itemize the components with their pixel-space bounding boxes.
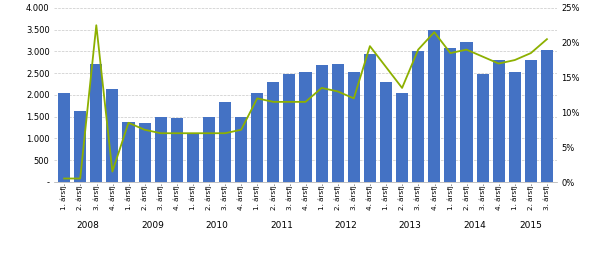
Bar <box>171 118 183 182</box>
Bar <box>106 89 119 182</box>
Bar <box>396 93 408 182</box>
Bar <box>74 112 87 182</box>
Text: 2008: 2008 <box>77 221 100 230</box>
Bar <box>139 123 151 182</box>
Text: 2014: 2014 <box>463 221 486 230</box>
Bar <box>380 82 392 182</box>
Text: 2010: 2010 <box>206 221 229 230</box>
Bar <box>155 117 167 182</box>
Bar <box>428 30 440 182</box>
Bar <box>444 48 456 182</box>
Bar <box>525 60 537 182</box>
Bar <box>283 74 295 182</box>
Text: 2015: 2015 <box>520 221 542 230</box>
Bar <box>90 64 102 182</box>
Text: 2009: 2009 <box>141 221 164 230</box>
Text: 2013: 2013 <box>399 221 422 230</box>
Bar <box>203 117 215 182</box>
Text: 2012: 2012 <box>335 221 357 230</box>
Bar <box>477 74 489 182</box>
Bar <box>299 72 312 182</box>
Bar <box>332 64 344 182</box>
Bar <box>509 72 521 182</box>
Bar <box>316 65 328 182</box>
Bar <box>348 72 360 182</box>
Bar <box>122 122 134 182</box>
Bar <box>364 54 376 182</box>
Bar <box>460 42 473 182</box>
Bar <box>267 82 280 182</box>
Bar <box>251 93 263 182</box>
Bar <box>219 102 231 182</box>
Bar <box>235 117 247 182</box>
Bar <box>492 61 505 182</box>
Bar <box>412 51 424 182</box>
Bar <box>187 133 199 182</box>
Text: 2011: 2011 <box>270 221 293 230</box>
Bar <box>58 93 70 182</box>
Bar <box>541 50 553 182</box>
